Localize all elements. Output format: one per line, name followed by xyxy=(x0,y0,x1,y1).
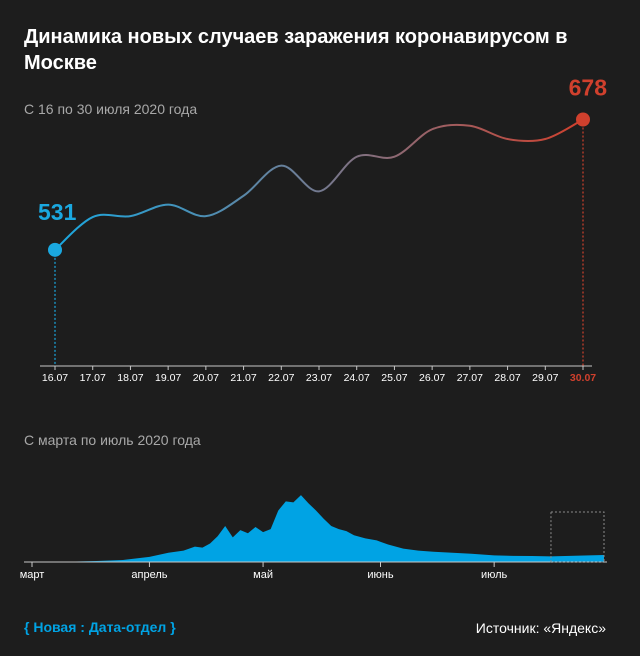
x-tick-label: 18.07 xyxy=(117,372,143,384)
bottom-x-tick-label: июль xyxy=(481,569,508,581)
x-tick-label: 17.07 xyxy=(80,372,106,384)
source-credit: Источник: «Яндекс» xyxy=(475,620,606,636)
x-tick-label: 16.07 xyxy=(42,372,68,384)
data-point xyxy=(48,242,62,257)
selected-period-frame xyxy=(550,511,605,563)
x-tick-label: 30.07 xyxy=(570,372,596,384)
bottom-area-chart: март апрель май июнь июль xyxy=(20,495,607,581)
series-line xyxy=(54,118,584,251)
x-tick-label: 29.07 xyxy=(532,372,558,384)
x-tick-label: 27.07 xyxy=(457,372,483,384)
x-tick-label: 19.07 xyxy=(155,372,181,384)
data-point xyxy=(576,112,590,127)
brand-logo: { Новая : Дата-отдел } xyxy=(24,619,176,635)
top-chart-subtitle: С 16 по 30 июля 2020 года xyxy=(24,101,198,117)
bottom-chart-subtitle: С марта по июль 2020 года xyxy=(24,432,201,448)
x-tick-label: 25.07 xyxy=(381,372,407,384)
x-tick-label: 22.07 xyxy=(268,372,294,384)
x-tick-label: 23.07 xyxy=(306,372,332,384)
bottom-x-tick-label: март xyxy=(20,569,45,581)
end-value-label: 678 xyxy=(569,75,608,101)
area-series xyxy=(32,495,604,562)
x-tick-label: 28.07 xyxy=(494,372,520,384)
bottom-x-tick-label: апрель xyxy=(131,569,167,581)
start-value-label: 531 xyxy=(38,199,77,225)
bottom-x-tick-label: июнь xyxy=(367,569,393,581)
x-tick-label: 24.07 xyxy=(344,372,370,384)
top-line-chart: 16.07 17.07 18.07 19.07 20.07 21.07 22.07 23.07… xyxy=(38,75,607,384)
x-tick-label: 26.07 xyxy=(419,372,445,384)
chart-title: Динамика новых случаев заражения коронав… xyxy=(24,26,568,74)
bottom-x-tick-label: май xyxy=(253,569,273,581)
x-tick-label: 21.07 xyxy=(230,372,256,384)
x-tick-label: 20.07 xyxy=(193,372,219,384)
